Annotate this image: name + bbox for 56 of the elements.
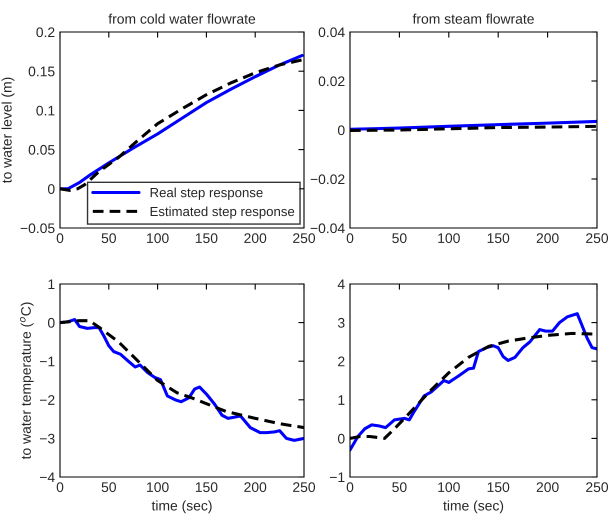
x-tick-label: 100: [438, 482, 460, 492]
y-tick-label: −4: [40, 472, 55, 482]
legend-label: Estimated step response: [150, 206, 294, 219]
y-tick-label: 0.2: [36, 27, 54, 38]
y-tick-label: −0.05: [20, 223, 55, 234]
x-tick-label: 150: [196, 233, 218, 244]
y-tick-label: 0: [338, 125, 345, 136]
x-tick-label: 150: [488, 233, 510, 244]
x-tick-label: 0: [346, 233, 354, 244]
x-axis-title: time (sec): [443, 500, 504, 514]
x-tick-label: 250: [293, 482, 316, 492]
y-tick-label: 0: [48, 184, 55, 194]
x-tick-label: 100: [438, 233, 460, 244]
x-tick-label: 200: [244, 233, 266, 244]
y-tick-label: 0.1: [36, 106, 54, 116]
y-tick-label: 0.02: [318, 76, 344, 86]
chart-title: from cold water flowrate: [108, 14, 256, 24]
y-tick-label: −2: [40, 395, 54, 405]
y-tick-label: 0: [338, 434, 345, 444]
x-tick-label: 200: [536, 233, 559, 244]
y-tick-label: −0.02: [310, 174, 344, 184]
y-tick-label: 1: [48, 279, 54, 290]
y-axis-title: to water temperature ($^{o}$C): [20, 302, 34, 460]
x-tick-label: 200: [244, 482, 266, 492]
y-tick-label: 2: [338, 356, 344, 366]
x-tick-label: 50: [392, 482, 407, 492]
legend-label: Real step response: [150, 188, 263, 200]
x-axis-title: time (sec): [152, 500, 212, 514]
x-tick-label: 200: [536, 482, 559, 492]
x-tick-label: 50: [102, 233, 116, 244]
x-tick-label: 0: [56, 482, 64, 492]
y-tick-label: 0: [48, 318, 55, 328]
y-tick-label: 0.04: [318, 27, 345, 38]
y-tick-label: 1: [338, 395, 344, 405]
x-tick-label: 50: [392, 233, 407, 244]
x-tick-label: 0: [346, 482, 354, 492]
chart-title: from steam flowrate: [412, 14, 534, 24]
y-tick-label: −3: [40, 434, 55, 444]
y-tick-label: −0.04: [310, 223, 345, 234]
y-tick-label: 0.15: [28, 66, 55, 76]
x-tick-label: 150: [196, 482, 218, 492]
y-tick-label: −1: [330, 472, 344, 482]
x-tick-label: 100: [147, 233, 169, 244]
x-tick-label: 250: [586, 482, 608, 492]
y-axis-title: to water level (m): [1, 78, 14, 184]
line-series: [350, 120, 597, 131]
x-tick-label: 100: [147, 482, 169, 492]
x-tick-label: 150: [488, 482, 510, 492]
x-tick-label: 0: [56, 233, 64, 244]
y-tick-label: 0.05: [28, 144, 55, 155]
y-tick-label: 3: [338, 318, 345, 328]
y-tick-label: −1: [40, 356, 54, 366]
x-tick-label: 250: [293, 233, 316, 244]
x-tick-label: 50: [102, 482, 116, 492]
x-tick-label: 250: [586, 233, 608, 244]
y-tick-label: 4: [338, 279, 345, 290]
